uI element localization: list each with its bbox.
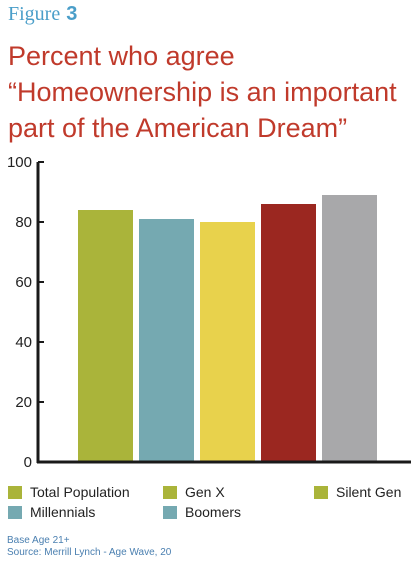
- y-tick-label: 0: [24, 454, 32, 470]
- y-tick-label: 100: [7, 154, 32, 171]
- bar-silent-gen: [322, 195, 377, 462]
- legend-item-millennials: Millennials: [8, 504, 95, 520]
- figure-number: 3: [66, 3, 78, 25]
- bar-boomers: [261, 204, 316, 462]
- legend-swatch: [8, 485, 22, 499]
- legend-label: Total Population: [30, 484, 130, 500]
- legend-item-gen-x: Gen X: [163, 484, 225, 500]
- bar-total-population: [78, 210, 133, 462]
- title-line-1: Percent who agree: [8, 41, 235, 71]
- bar-chart: 0 20 40 60 80 100: [7, 154, 411, 470]
- y-tick-label: 80: [15, 214, 32, 231]
- bar-gen-x: [200, 222, 255, 462]
- legend-swatch: [163, 485, 177, 499]
- legend-label: Silent Gen: [336, 484, 402, 500]
- chart-title: Percent who agree “Homeownership is an i…: [8, 38, 413, 146]
- y-tick-label: 40: [15, 334, 32, 351]
- legend-item-boomers: Boomers: [163, 504, 241, 520]
- legend-item-total-population: Total Population: [8, 484, 130, 500]
- title-line-2: “Homeownership is an important: [8, 77, 397, 107]
- y-tick-label: 20: [15, 394, 32, 411]
- y-tick-label: 60: [15, 274, 32, 291]
- figure-label: Figure 3: [8, 3, 77, 26]
- base-note: Base Age 21+: [7, 535, 70, 546]
- legend-swatch: [8, 505, 22, 519]
- bar-millennials: [139, 219, 194, 462]
- legend-swatch: [314, 485, 328, 499]
- legend-swatch: [163, 505, 177, 519]
- legend-label: Millennials: [30, 504, 96, 520]
- chart-notes: Base Age 21+ Source: Merrill Lynch - Age…: [7, 535, 171, 559]
- legend-label: Gen X: [185, 484, 225, 500]
- source-note: Source: Merrill Lynch - Age Wave, 20: [7, 547, 172, 558]
- legend-label: Boomers: [185, 504, 242, 520]
- title-line-3: part of the American Dream”: [8, 113, 348, 143]
- chart-legend: Total Population Gen X Silent Gen Millen…: [0, 484, 417, 526]
- figure-word: Figure: [8, 3, 61, 25]
- legend-item-silent-gen: Silent Gen: [314, 484, 401, 500]
